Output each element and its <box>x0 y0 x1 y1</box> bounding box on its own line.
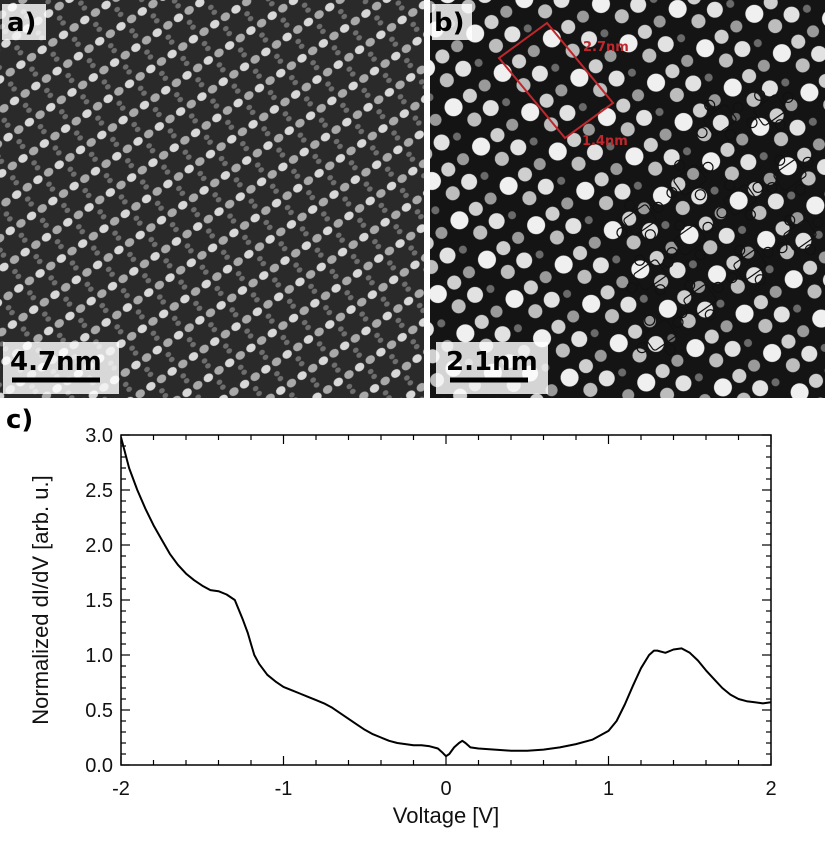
y-tick-label: 2.0 <box>85 535 113 557</box>
scale-bar-b-label: 2.1nm <box>446 347 538 377</box>
y-tick-label: 2.5 <box>85 480 113 502</box>
x-tick-label: 1 <box>603 778 614 800</box>
unit-cell-short-side-label: 1.4nm <box>582 134 628 149</box>
y-axis-title: Normalized dI/dV [arb. u.] <box>28 475 53 724</box>
panel-c: c) -2 -1 0 1 2 0.0 0.5 1.0 1.5 2.0 2.5 3.0 Voltage… <box>6 405 777 828</box>
x-tick-label: -2 <box>112 778 130 800</box>
molecular-model-overlay <box>616 89 824 356</box>
panel-a-label: a) <box>7 8 36 38</box>
didv-curve <box>121 436 771 758</box>
panel-a-label-background <box>2 4 46 40</box>
panel-b-label: b) <box>434 8 465 38</box>
panel-a: a) 4.7nm <box>0 0 424 398</box>
plot-frame <box>120 434 772 766</box>
stm-image-a <box>0 0 424 398</box>
x-axis-ticks: -2 -1 0 1 2 <box>112 435 777 800</box>
y-tick-label: 0.5 <box>85 700 113 722</box>
y-tick-label: 3.0 <box>85 425 113 447</box>
unit-cell-outline <box>497 21 615 140</box>
panel-c-label: c) <box>6 405 33 435</box>
x-tick-label: 0 <box>440 778 451 800</box>
y-axis-ticks: 0.0 0.5 1.0 1.5 2.0 2.5 3.0 <box>85 425 771 777</box>
scale-bar-b-background <box>436 342 548 394</box>
stm-image-b <box>430 0 825 398</box>
y-tick-label: 1.5 <box>85 590 113 612</box>
scale-bar-a-label: 4.7nm <box>10 347 102 377</box>
panel-b: 2.7nm 1.4nm b) 2.1nm <box>430 0 825 398</box>
x-tick-label: -1 <box>275 778 293 800</box>
x-tick-label: 2 <box>765 778 776 800</box>
panel-b-label-background <box>432 4 472 40</box>
unit-cell-long-side-label: 2.7nm <box>583 40 629 55</box>
scale-bar-a-background <box>3 342 119 394</box>
y-tick-label: 0.0 <box>85 755 113 777</box>
x-axis-title: Voltage [V] <box>393 803 499 828</box>
y-tick-label: 1.0 <box>85 645 113 667</box>
